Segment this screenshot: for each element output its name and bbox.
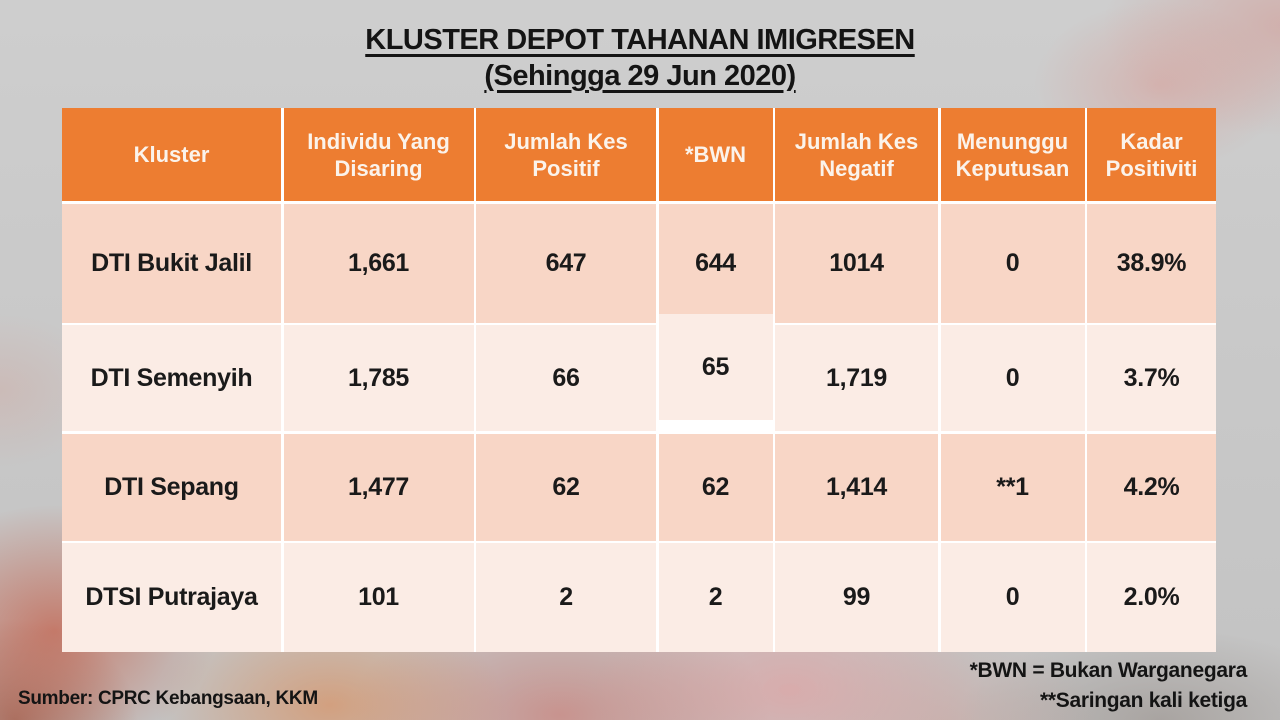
cell-disaring: 101 [283, 543, 474, 652]
row-label-cell: DTI Semenyih [62, 325, 281, 431]
cell-negatif: 1,719 [775, 325, 938, 431]
cell-bwn: 644 [658, 203, 773, 323]
cell-positif: 62 [476, 433, 656, 541]
column-header-disaring: Individu Yang Disaring [283, 108, 474, 201]
cluster-table: Kluster Individu Yang Disaring Jumlah Kes … [62, 108, 1216, 652]
column-header-positif: Jumlah Kes Positif [476, 108, 656, 201]
cell-menunggu: 0 [940, 325, 1085, 431]
cell-disaring: 1,661 [283, 203, 474, 323]
footnotes: *BWN = Bukan Warganegara **Saringan kali… [969, 656, 1248, 716]
cell-positif: 66 [476, 325, 656, 431]
cell-negatif: 99 [775, 543, 938, 652]
cell-bwn: 62 [658, 433, 773, 541]
cell-disaring: 1,477 [283, 433, 474, 541]
cell-bwn: 2 [658, 543, 773, 652]
title-line-1: KLUSTER DEPOT TAHANAN IMIGRESEN [365, 24, 915, 56]
cell-negatif: 1014 [775, 203, 938, 323]
page-title: KLUSTER DEPOT TAHANAN IMIGRESEN (Sehingg… [0, 22, 1280, 94]
cell-bwn: 65 [658, 314, 773, 420]
cell-kadar: 2.0% [1087, 543, 1216, 652]
cell-menunggu: 0 [940, 543, 1085, 652]
column-header-bwn: *BWN [658, 108, 773, 201]
column-header-kadar: Kadar Positiviti [1087, 108, 1216, 201]
column-header-negatif: Jumlah Kes Negatif [775, 108, 938, 201]
cell-menunggu: **1 [940, 433, 1085, 541]
cell-positif: 2 [476, 543, 656, 652]
column-header-kluster: Kluster [62, 108, 281, 201]
footnote-saringan: **Saringan kali ketiga [1040, 689, 1247, 712]
cell-kadar: 3.7% [1087, 325, 1216, 431]
cell-disaring: 1,785 [283, 325, 474, 431]
footnote-bwn: *BWN = Bukan Warganegara [969, 659, 1248, 682]
row-label-cell: DTI Sepang [62, 433, 281, 541]
source-note: Sumber: CPRC Kebangsaan, KKM [18, 688, 318, 709]
cell-positif: 647 [476, 203, 656, 323]
cell-kadar: 4.2% [1087, 433, 1216, 541]
cell-kadar: 38.9% [1087, 203, 1216, 323]
column-header-menunggu: Menunggu Keputusan [940, 108, 1085, 201]
cell-negatif: 1,414 [775, 433, 938, 541]
title-line-2: (Sehingga 29 Jun 2020) [484, 60, 796, 92]
row-label-cell: DTSI Putrajaya [62, 543, 281, 652]
row-label-cell: DTI Bukit Jalil [62, 203, 281, 323]
cell-menunggu: 0 [940, 203, 1085, 323]
